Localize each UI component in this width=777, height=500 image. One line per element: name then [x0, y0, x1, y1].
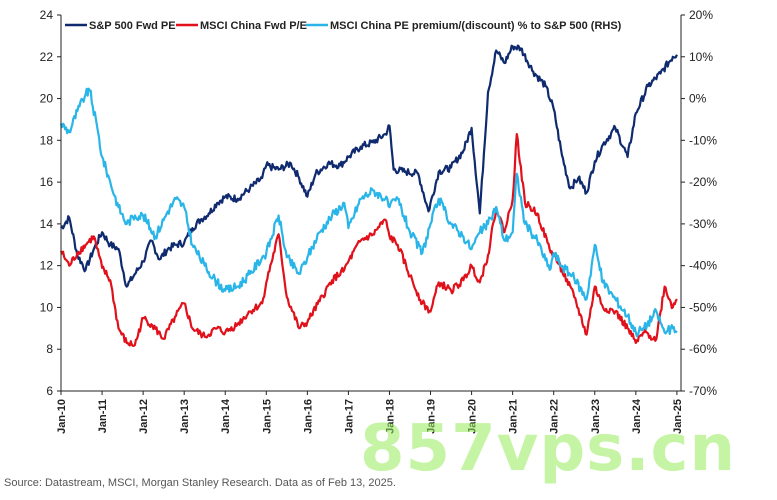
y-tick-label-left: 22	[40, 50, 54, 64]
y-tick-label-left: 8	[46, 342, 53, 356]
x-tick-label: Jan-18	[384, 399, 396, 434]
y-tick-label-left: 16	[40, 175, 54, 189]
series-line	[60, 44, 678, 288]
x-tick-label: Jan-17	[343, 399, 355, 434]
x-tick-label: Jan-12	[138, 399, 150, 434]
x-tick-label: Jan-16	[302, 399, 314, 434]
y-tick-label-right: -50%	[689, 300, 717, 314]
source-note: Source: Datastream, MSCI, Morgan Stanley…	[4, 477, 396, 489]
y-tick-label-left: 18	[40, 133, 54, 147]
x-tick-label: Jan-25	[672, 399, 684, 434]
x-tick-label: Jan-24	[631, 398, 643, 434]
x-tick-label: Jan-21	[508, 399, 520, 434]
legend-label: S&P 500 Fwd PE	[89, 20, 176, 32]
x-tick-label: Jan-11	[97, 399, 109, 433]
legend-label: MSCI China Fwd P/E	[200, 20, 307, 32]
x-tick-label: Jan-14	[220, 398, 232, 434]
x-tick-label: Jan-10	[56, 399, 68, 434]
y-tick-label-left: 10	[40, 300, 54, 314]
y-tick-label-right: 20%	[689, 8, 713, 22]
y-tick-label-right: -40%	[689, 259, 717, 273]
legend: S&P 500 Fwd PE MSCI China Fwd P/E MSCI Chi…	[65, 20, 622, 32]
x-tick-label: Jan-20	[467, 399, 479, 434]
watermark-text: 857vps.cn	[360, 412, 737, 486]
y-tick-label-left: 14	[40, 217, 54, 231]
series-line	[59, 133, 678, 347]
x-tick-label: Jan-23	[590, 399, 602, 434]
y-tick-label-right: 0%	[689, 92, 707, 106]
y-tick-label-right: -60%	[689, 342, 717, 356]
legend-label: MSCI China PE premium/(discount) % to S&…	[330, 20, 622, 32]
y-tick-label-right: -20%	[689, 175, 717, 189]
y-tick-label-left: 6	[46, 384, 53, 398]
y-tick-label-left: 20	[40, 92, 54, 106]
y-tick-label-right: -10%	[689, 133, 717, 147]
x-tick-label: Jan-13	[179, 399, 191, 434]
y-tick-label-right: -30%	[689, 217, 717, 231]
axes: 6 8 10 12 14 16 18 20 22 24 -70% -60% -50% -40% -30% -2…	[40, 8, 718, 434]
y-tick-label-right: -70%	[689, 384, 717, 398]
y-tick-label-left: 12	[40, 259, 54, 273]
x-tick-label: Jan-15	[261, 399, 273, 434]
x-tick-label: Jan-19	[426, 399, 438, 434]
y-tick-label-left: 24	[40, 8, 54, 22]
x-tick-label: Jan-22	[549, 399, 561, 434]
y-tick-label-right: 10%	[689, 50, 713, 64]
plot-area	[59, 44, 678, 347]
series-line	[59, 87, 678, 338]
